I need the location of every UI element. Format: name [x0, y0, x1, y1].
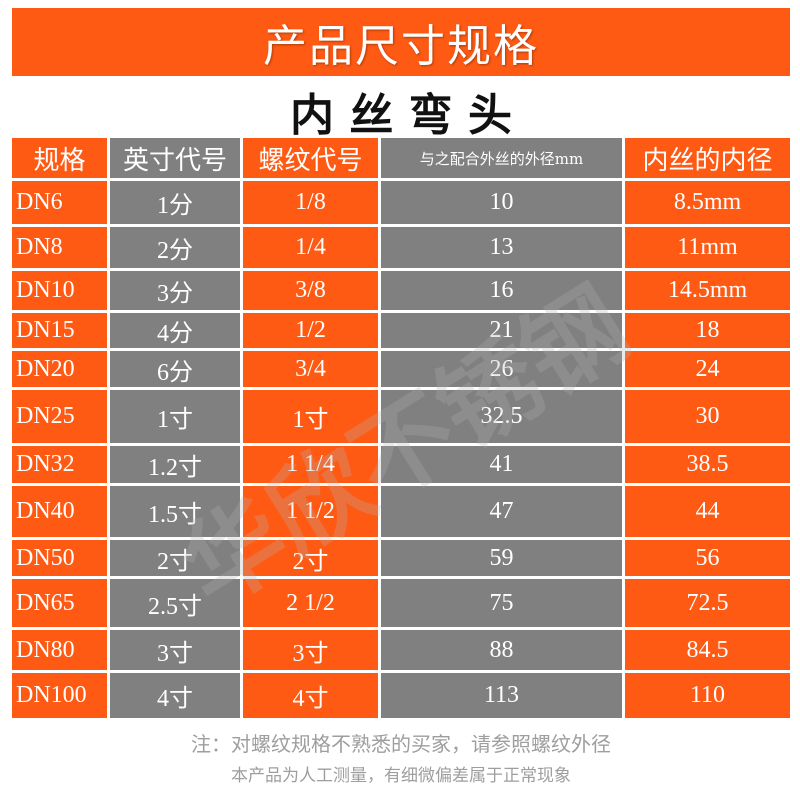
note-line-1: 注：对螺纹规格不熟悉的买家，请参照螺纹外径	[191, 731, 611, 756]
cell-inner-diameter: 11mm	[625, 227, 790, 268]
spec-table: 规格 英寸代号 螺纹代号 与之配合外丝的外径mm 内丝的内径 DN6 1分 1/…	[12, 138, 790, 718]
cell-matching-od: 113	[381, 673, 622, 718]
cell-inch-code: 1.2寸	[110, 446, 240, 483]
title-banner: 产品尺寸规格	[12, 8, 790, 76]
cell-inch-code: 2寸	[110, 540, 240, 576]
cell-inner-diameter: 38.5	[625, 446, 790, 483]
cell-inch-code: 1分	[110, 181, 240, 224]
cell-inner-diameter: 110	[625, 673, 790, 718]
cell-thread-code: 2 1/2	[243, 579, 378, 627]
cell-inch-code: 2.5寸	[110, 579, 240, 627]
cell-thread-code: 3/4	[243, 351, 378, 387]
cell-thread-code: 2寸	[243, 540, 378, 576]
note-line-2: 本产品为人工测量，有细微偏差属于正常现象	[231, 765, 571, 786]
cell-inner-diameter: 44	[625, 486, 790, 537]
cell-inch-code: 6分	[110, 351, 240, 387]
cell-inner-diameter: 56	[625, 540, 790, 576]
cell-thread-code: 3寸	[243, 630, 378, 670]
header-thread-code: 螺纹代号	[243, 138, 378, 178]
cell-spec: DN50	[12, 540, 107, 576]
cell-inner-diameter: 84.5	[625, 630, 790, 670]
cell-spec: DN8	[12, 227, 107, 268]
header-inner-diameter: 内丝的内径	[625, 138, 790, 178]
cell-matching-od: 88	[381, 630, 622, 670]
product-name: 内 丝 弯 头	[290, 90, 512, 141]
cell-inch-code: 3分	[110, 271, 240, 310]
cell-spec: DN80	[12, 630, 107, 670]
cell-spec: DN20	[12, 351, 107, 387]
cell-spec: DN100	[12, 673, 107, 718]
cell-thread-code: 1 1/4	[243, 446, 378, 483]
cell-matching-od: 21	[381, 313, 622, 348]
cell-inner-diameter: 72.5	[625, 579, 790, 627]
cell-spec: DN32	[12, 446, 107, 483]
cell-matching-od: 47	[381, 486, 622, 537]
cell-inner-diameter: 8.5mm	[625, 181, 790, 224]
cell-spec: DN15	[12, 313, 107, 348]
cell-thread-code: 3/8	[243, 271, 378, 310]
cell-spec: DN6	[12, 181, 107, 224]
cell-thread-code: 1 1/2	[243, 486, 378, 537]
cell-thread-code: 1/4	[243, 227, 378, 268]
cell-matching-od: 26	[381, 351, 622, 387]
cell-inner-diameter: 14.5mm	[625, 271, 790, 310]
cell-inch-code: 4分	[110, 313, 240, 348]
cell-spec: DN40	[12, 486, 107, 537]
cell-spec: DN65	[12, 579, 107, 627]
cell-inner-diameter: 30	[625, 390, 790, 443]
cell-matching-od: 10	[381, 181, 622, 224]
cell-thread-code: 4寸	[243, 673, 378, 718]
cell-matching-od: 16	[381, 271, 622, 310]
cell-spec: DN25	[12, 390, 107, 443]
cell-inch-code: 2分	[110, 227, 240, 268]
cell-spec: DN10	[12, 271, 107, 310]
page-title: 产品尺寸规格	[263, 21, 539, 72]
cell-inner-diameter: 18	[625, 313, 790, 348]
cell-inch-code: 1.5寸	[110, 486, 240, 537]
header-matching-od: 与之配合外丝的外径mm	[381, 138, 622, 178]
cell-matching-od: 32.5	[381, 390, 622, 443]
cell-thread-code: 1寸	[243, 390, 378, 443]
cell-matching-od: 75	[381, 579, 622, 627]
cell-thread-code: 1/2	[243, 313, 378, 348]
cell-inch-code: 1寸	[110, 390, 240, 443]
cell-inch-code: 3寸	[110, 630, 240, 670]
cell-inch-code: 4寸	[110, 673, 240, 718]
header-spec: 规格	[12, 138, 107, 178]
header-inch-code: 英寸代号	[110, 138, 240, 178]
cell-inner-diameter: 24	[625, 351, 790, 387]
cell-matching-od: 13	[381, 227, 622, 268]
cell-matching-od: 41	[381, 446, 622, 483]
cell-matching-od: 59	[381, 540, 622, 576]
cell-thread-code: 1/8	[243, 181, 378, 224]
